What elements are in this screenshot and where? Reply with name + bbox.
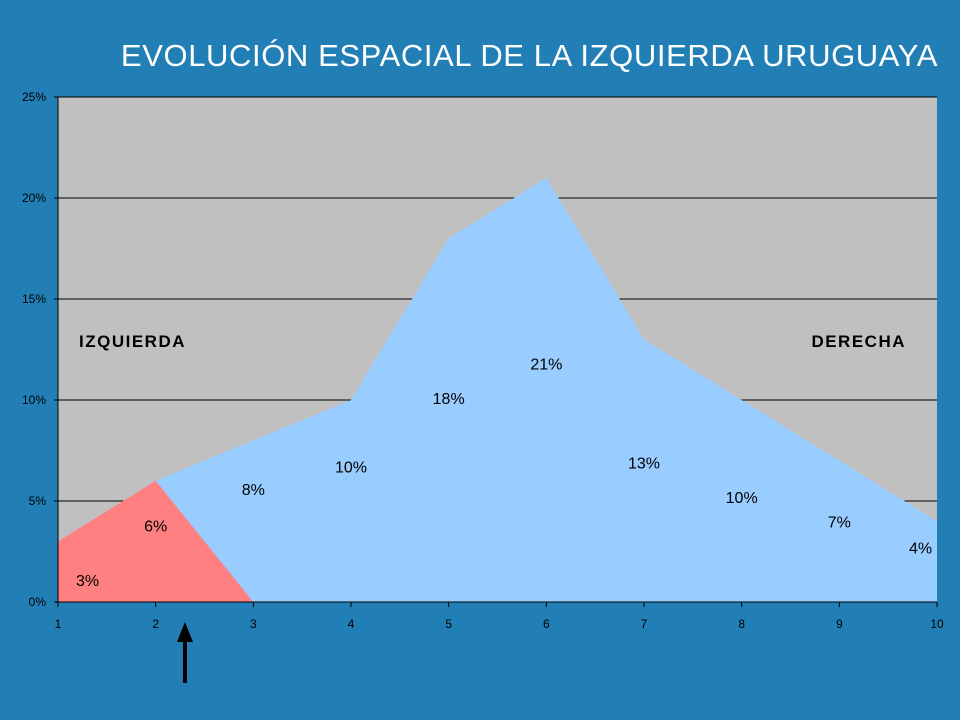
slide-title: EVOLUCIÓN ESPACIAL DE LA IZQUIERDA URUGU… (120, 38, 938, 73)
y-tick-label: 25% (22, 90, 46, 104)
x-tick-label: 7 (641, 617, 648, 631)
data-label: 10% (335, 460, 367, 477)
y-tick-label: 10% (22, 393, 46, 407)
data-label: 18% (433, 391, 465, 408)
data-label: 10% (726, 490, 758, 507)
x-tick-label: 3 (250, 617, 257, 631)
data-label: 4% (909, 541, 932, 558)
x-tick-label: 8 (738, 617, 745, 631)
data-label: 8% (242, 482, 265, 499)
x-tick-label: 9 (836, 617, 843, 631)
y-tick-label: 15% (22, 292, 46, 306)
y-axis-ticks: 0% 5% 10% 15% 20% 25% (22, 90, 58, 609)
area-series (58, 177, 937, 603)
data-label: 3% (76, 573, 99, 590)
x-axis-ticks: 1 2 3 4 5 6 7 8 9 10 (55, 602, 944, 631)
x-tick-label: 2 (152, 617, 159, 631)
x-tick-label: 4 (348, 617, 355, 631)
data-labels: 3% 6% 8% 10% 18% 21% 13% 10% 7% 4% (76, 357, 932, 590)
axes (57, 97, 937, 603)
x-tick-label: 6 (543, 617, 550, 631)
derecha-label: DERECHA (811, 332, 906, 351)
data-label: 13% (628, 456, 660, 473)
red-area (58, 480, 254, 602)
y-tick-label: 5% (29, 494, 47, 508)
data-label: 6% (144, 518, 167, 535)
blue-area (58, 177, 937, 603)
x-tick-label: 5 (445, 617, 452, 631)
arrow-head (176, 622, 193, 642)
arrow-icon (176, 622, 193, 683)
x-tick-label: 10 (930, 617, 944, 631)
x-tick-label: 1 (55, 617, 62, 631)
data-label: 7% (828, 514, 851, 531)
izquierda-label: IZQUIERDA (79, 332, 186, 351)
data-label: 21% (530, 357, 562, 374)
y-tick-label: 0% (29, 595, 47, 609)
y-tick-label: 20% (22, 191, 46, 205)
